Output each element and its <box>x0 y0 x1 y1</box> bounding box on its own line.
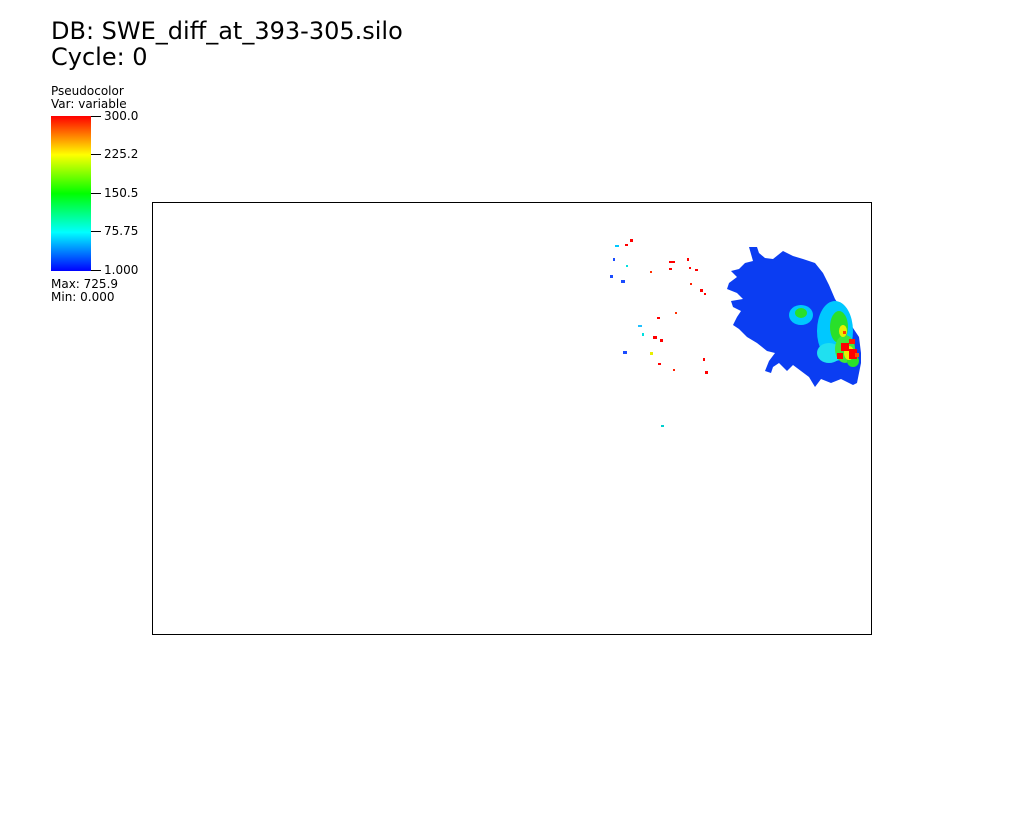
colorbar <box>51 116 91 271</box>
colorbar-tick-mark <box>91 116 101 117</box>
snow-region-red <box>849 339 855 344</box>
isolated-pixel <box>642 333 644 336</box>
legend-max-value: Max: 725.9 <box>51 277 119 291</box>
isolated-pixel <box>625 244 628 246</box>
legend-variable: Var: variable <box>51 97 127 111</box>
isolated-pixel <box>703 358 705 361</box>
isolated-pixel <box>661 425 664 427</box>
colorbar-tick-mark <box>91 270 101 271</box>
isolated-pixel <box>615 245 619 247</box>
isolated-pixel <box>673 369 675 371</box>
colorbar-tick-label: 75.75 <box>104 224 139 238</box>
legend-plot-type: Pseudocolor <box>51 84 124 98</box>
legend-min-value: Min: 0.000 <box>51 290 115 304</box>
isolated-pixel <box>660 339 663 342</box>
isolated-pixel <box>658 363 661 365</box>
isolated-pixel <box>657 317 660 319</box>
colorbar-tick-label: 225.2 <box>104 147 139 161</box>
isolated-pixel <box>669 261 675 263</box>
isolated-pixel <box>690 283 692 285</box>
isolated-pixel <box>700 289 703 292</box>
isolated-pixel <box>638 325 642 327</box>
database-title: DB: SWE_diff_at_393-305.silo <box>51 17 403 45</box>
isolated-pixel <box>626 265 628 267</box>
isolated-pixel <box>675 312 677 314</box>
isolated-pixel <box>669 268 672 270</box>
isolated-pixel <box>630 239 633 242</box>
isolated-pixel <box>705 371 708 374</box>
isolated-pixel <box>704 293 706 295</box>
cycle-label: Cycle: 0 <box>51 43 148 71</box>
isolated-pixel <box>623 351 627 354</box>
snow-region-red <box>837 353 843 359</box>
colorbar-tick-label: 1.000 <box>104 263 139 277</box>
pseudocolor-field <box>610 239 861 427</box>
snow-region-red <box>843 331 846 334</box>
colorbar-tick-label: 300.0 <box>104 109 139 123</box>
plot-area <box>152 202 872 635</box>
snow-region-green <box>795 308 807 318</box>
snow-region-cyan <box>817 343 841 363</box>
isolated-pixel <box>650 271 652 273</box>
snow-region-red <box>849 349 857 359</box>
isolated-pixel <box>653 336 657 339</box>
isolated-pixel <box>695 269 698 271</box>
colorbar-tick-mark <box>91 193 101 194</box>
isolated-pixel <box>621 280 625 283</box>
colorbar-tick-mark <box>91 154 101 155</box>
isolated-pixel <box>610 275 613 278</box>
colorbar-tick-label: 150.5 <box>104 186 139 200</box>
isolated-pixel <box>613 258 615 261</box>
colorbar-tick-mark <box>91 231 101 232</box>
snow-region-red <box>855 353 859 357</box>
snow-region-red <box>841 343 849 351</box>
isolated-pixel <box>687 258 689 261</box>
isolated-pixel <box>650 352 653 355</box>
isolated-pixel <box>689 267 691 269</box>
